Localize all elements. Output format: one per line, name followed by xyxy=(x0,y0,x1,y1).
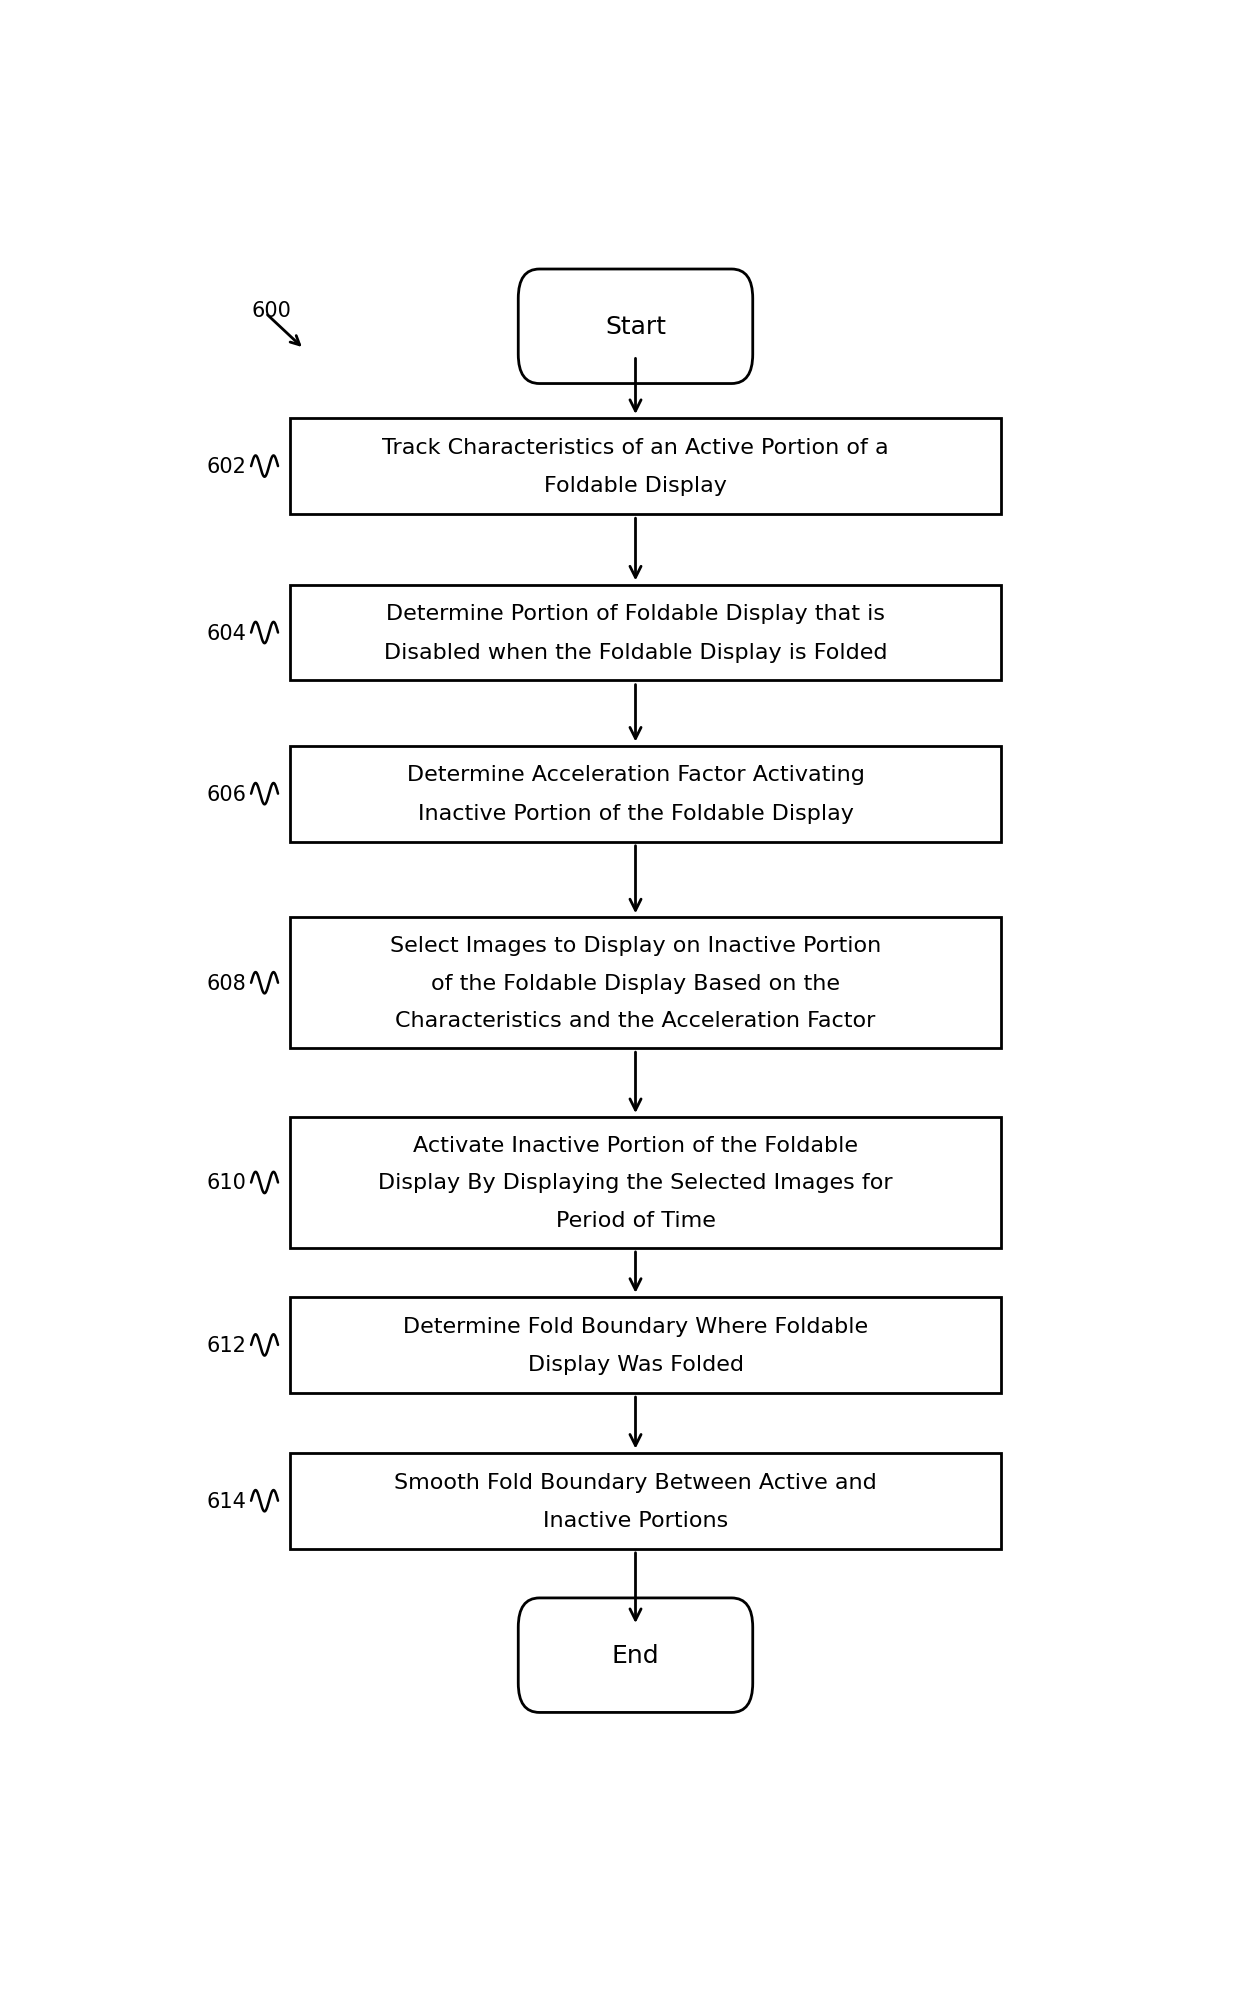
Text: Select Images to Display on Inactive Portion: Select Images to Display on Inactive Por… xyxy=(389,936,882,956)
Text: Track Characteristics of an Active Portion of a: Track Characteristics of an Active Porti… xyxy=(382,437,889,457)
Bar xyxy=(290,1454,1001,1550)
Text: Inactive Portions: Inactive Portions xyxy=(543,1510,728,1530)
Text: 600: 600 xyxy=(250,301,291,321)
Text: 608: 608 xyxy=(207,972,247,992)
Text: Smooth Fold Boundary Between Active and: Smooth Fold Boundary Between Active and xyxy=(394,1472,877,1492)
Text: Start: Start xyxy=(605,315,666,339)
Text: Characteristics and the Acceleration Factor: Characteristics and the Acceleration Fac… xyxy=(396,1011,875,1031)
Text: End: End xyxy=(611,1644,660,1668)
Text: Determine Portion of Foldable Display that is: Determine Portion of Foldable Display th… xyxy=(386,604,885,624)
Text: Foldable Display: Foldable Display xyxy=(544,475,727,495)
Text: Disabled when the Foldable Display is Folded: Disabled when the Foldable Display is Fo… xyxy=(383,642,888,662)
Bar xyxy=(290,585,1001,682)
Text: 604: 604 xyxy=(206,624,247,644)
Bar xyxy=(290,918,1001,1049)
FancyBboxPatch shape xyxy=(518,1598,753,1712)
Text: of the Foldable Display Based on the: of the Foldable Display Based on the xyxy=(432,972,839,992)
Text: Activate Inactive Portion of the Foldable: Activate Inactive Portion of the Foldabl… xyxy=(413,1135,858,1155)
Bar xyxy=(290,1117,1001,1247)
Text: Inactive Portion of the Foldable Display: Inactive Portion of the Foldable Display xyxy=(418,804,853,824)
Text: 602: 602 xyxy=(206,457,247,477)
Text: 614: 614 xyxy=(206,1492,247,1512)
Text: Determine Acceleration Factor Activating: Determine Acceleration Factor Activating xyxy=(407,766,864,786)
Text: 610: 610 xyxy=(206,1173,247,1193)
Text: Period of Time: Period of Time xyxy=(556,1211,715,1231)
Text: 606: 606 xyxy=(206,784,247,804)
FancyBboxPatch shape xyxy=(518,271,753,385)
Bar xyxy=(290,746,1001,842)
Text: Determine Fold Boundary Where Foldable: Determine Fold Boundary Where Foldable xyxy=(403,1315,868,1335)
Bar xyxy=(290,419,1001,515)
Bar xyxy=(290,1297,1001,1393)
Text: Display Was Folded: Display Was Folded xyxy=(527,1355,744,1373)
Text: 612: 612 xyxy=(206,1335,247,1355)
Text: Display By Displaying the Selected Images for: Display By Displaying the Selected Image… xyxy=(378,1173,893,1193)
